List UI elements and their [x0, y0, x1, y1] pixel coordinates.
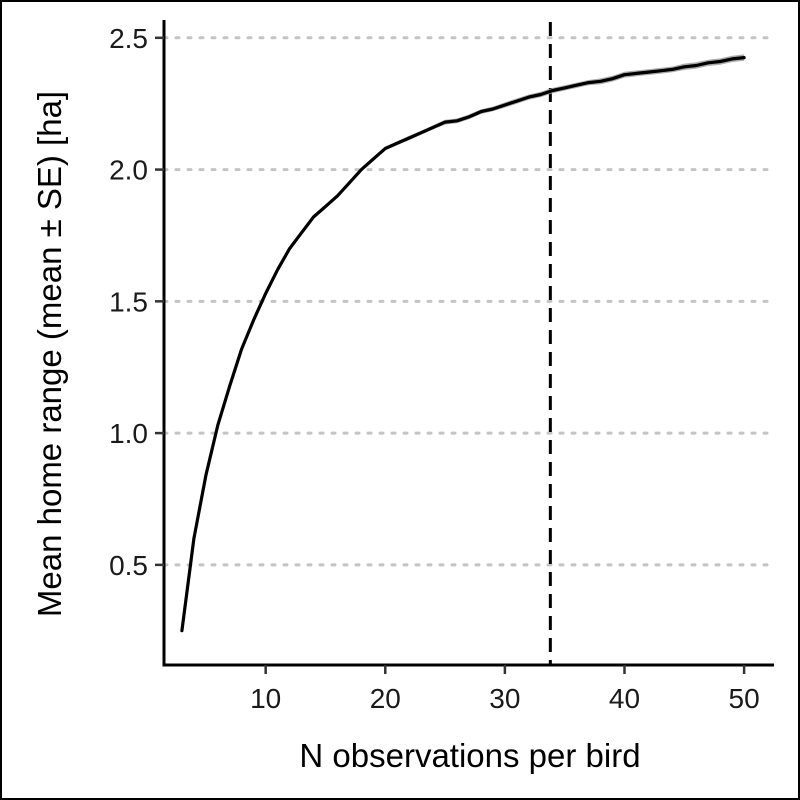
y-axis-title: Mean home range (mean ± SE) [ha] [31, 91, 68, 617]
grid-layer [162, 36, 776, 567]
y-tick-label-2: 1.5 [109, 286, 148, 317]
series-layer [180, 54, 746, 633]
x-tick-label-1: 20 [370, 683, 401, 714]
x-tick-label-3: 40 [609, 683, 640, 714]
y-tick-label-3: 2.0 [109, 155, 148, 186]
se-band-0 [181, 54, 745, 632]
x-tick-label-2: 30 [489, 683, 520, 714]
x-tick-label-0: 10 [250, 683, 281, 714]
axis-layer [155, 20, 774, 674]
y-tick-label-0: 0.5 [109, 550, 148, 581]
x-tick-label-4: 50 [729, 683, 760, 714]
series-line-0 [180, 55, 746, 633]
y-tick-label-4: 2.5 [109, 23, 148, 54]
label-layer: 10 20 30 40 50 0.5 1.0 1.5 2.0 2.5 [109, 23, 760, 714]
x-axis-title: N observations per bird [299, 737, 640, 774]
y-tick-label-1: 1.0 [109, 418, 148, 449]
